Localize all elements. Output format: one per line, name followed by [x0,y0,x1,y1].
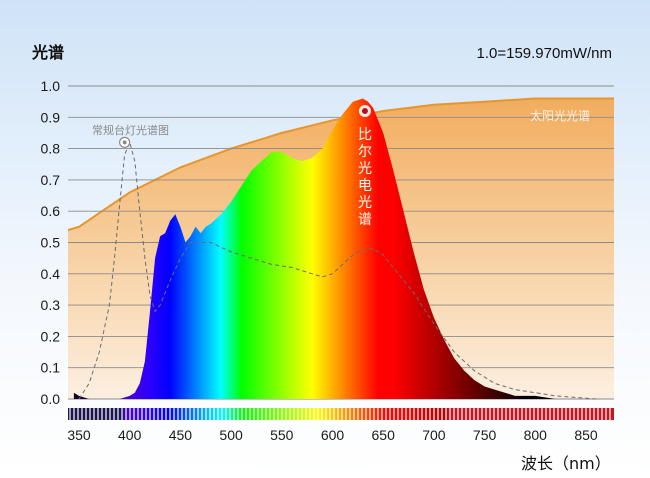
y-tick-label: 0.0 [41,391,61,407]
spectrum-vertical-label-char: 光 [358,195,372,211]
spectrum-vertical-label-char: 光 [358,161,372,177]
sun-spectrum-label: 太阳光光谱 [530,108,590,123]
x-tick-label: 850 [574,427,598,443]
lamp-spectrum-label: 常规台灯光谱图 [92,123,169,137]
x-tick-label: 750 [473,427,497,443]
y-tick-label: 1.0 [41,78,61,94]
sun-spectrum-line [68,97,614,231]
chart-title: 光谱 [31,43,64,62]
y-tick-label: 0.7 [41,172,61,188]
y-tick-label: 0.9 [41,109,61,125]
spectrum-area [73,98,597,399]
spectrum-vertical-label-char: 电 [358,178,372,194]
x-tick-label: 700 [422,427,446,443]
y-tick-label: 0.1 [41,360,61,376]
spectrum-vertical-label-char: 比 [358,127,372,143]
lamp-spectrum-line [78,140,597,400]
y-tick-label: 0.4 [41,266,61,282]
y-tick-label: 0.3 [41,297,61,313]
x-tick-label: 650 [372,427,396,443]
y-tick-label: 0.2 [41,328,61,344]
spectrum-vertical-label-char: 尔 [358,144,372,160]
x-tick-label: 350 [67,427,91,443]
spectrum-peak-marker-dot [361,108,368,115]
lamp-peak-marker-dot [122,140,127,145]
x-tick-label: 550 [270,427,294,443]
y-tick-label: 0.6 [41,203,61,219]
x-tick-label: 400 [118,427,142,443]
spectrum-vertical-label-char: 谱 [358,212,372,228]
y-tick-label: 0.5 [41,235,61,251]
x-tick-label: 800 [524,427,548,443]
scale-note: 1.0=159.970mW/nm [477,45,613,62]
x-tick-label: 450 [169,427,193,443]
y-tick-label: 0.8 [41,141,61,157]
x-tick-label: 500 [219,427,243,443]
x-tick-label: 600 [321,427,345,443]
x-axis-label: 波长（nm） [521,454,611,473]
